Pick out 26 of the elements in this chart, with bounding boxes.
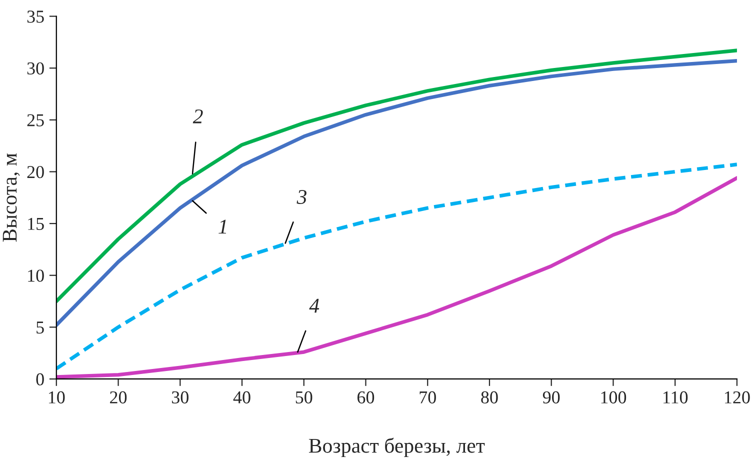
- x-tick-label: 70: [420, 391, 436, 404]
- annotation: 3: [296, 190, 306, 204]
- annotation: 4: [309, 298, 320, 313]
- x-tick-label: 90: [542, 391, 560, 404]
- y-tick-label: 0: [36, 373, 44, 386]
- y-tick-label: 30: [27, 62, 44, 75]
- x-tick-label: 80: [481, 391, 498, 404]
- x-axis-title: Возраст березы, лет: [308, 438, 485, 458]
- x-tick-label: 120: [725, 391, 750, 404]
- x-tick-label: 30: [172, 391, 188, 404]
- y-axis-title: Высота, м: [2, 153, 20, 242]
- y-tick-label: 35: [27, 10, 44, 23]
- x-tick-label: 50: [296, 391, 312, 404]
- annotation: 2: [192, 109, 203, 124]
- y-tick-label: 25: [27, 114, 44, 126]
- y-tick-label: 15: [28, 218, 44, 230]
- x-tick-label: 20: [110, 391, 127, 404]
- x-tick-label: 60: [357, 391, 374, 404]
- annotation: 1: [218, 220, 226, 234]
- x-tick-label: 40: [233, 391, 250, 404]
- x-tick-label: 110: [663, 391, 688, 404]
- x-tick-label: 10: [48, 391, 65, 404]
- y-tick-label: 10: [28, 270, 44, 282]
- y-tick-label: 20: [27, 166, 44, 178]
- x-tick-label: 100: [601, 391, 626, 404]
- y-tick-label: 5: [36, 322, 44, 334]
